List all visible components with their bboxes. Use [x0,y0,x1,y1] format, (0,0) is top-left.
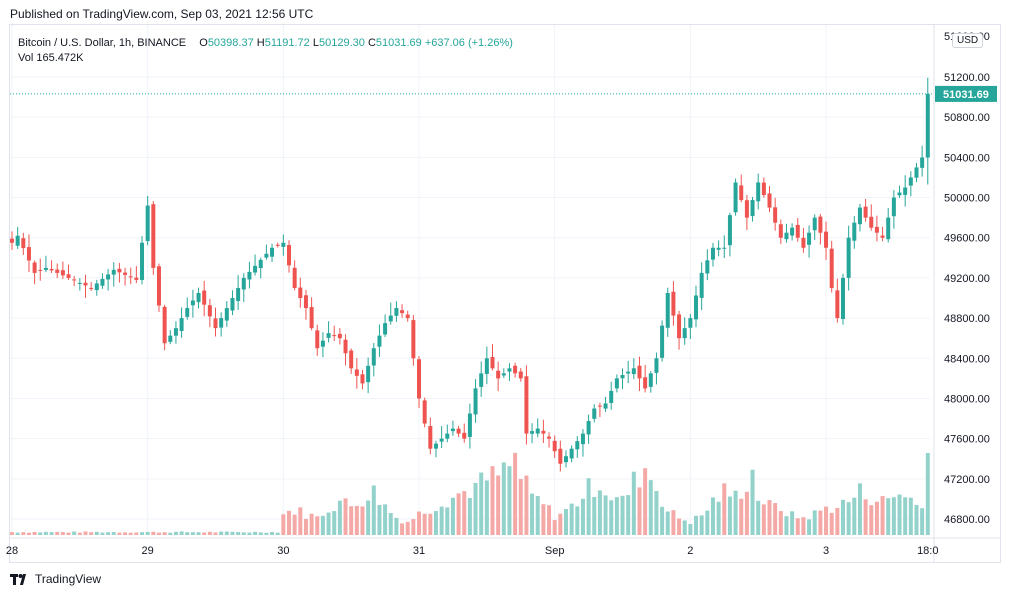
tradingview-logo-icon [10,573,26,585]
legend-open-label: O [199,37,208,49]
published-caption: Published on TradingView.com, Sep 03, 20… [10,7,314,21]
legend-low-label: L [312,37,319,49]
footer-brand[interactable]: TradingView [10,572,101,586]
brand-name: TradingView [35,572,102,586]
legend-change: +637.06 (+1.26%) [424,37,513,49]
legend-high: 51191.72 [264,37,310,49]
legend-low: 50129.30 [318,37,365,49]
volume-legend: Vol 165.472K [18,52,83,64]
legend-symbol: Bitcoin / U.S. Dollar, 1h, BINANCE [18,37,187,49]
legend: Bitcoin / U.S. Dollar, 1h, BINANCE O5039… [18,36,513,51]
volume-label: Vol [18,52,34,64]
legend-close: 51031.69 [375,37,422,49]
legend-open: 50398.37 [207,37,254,49]
currency-button[interactable]: USD [952,33,984,48]
legend-close-label: C [367,37,376,49]
volume-value: 165.472K [36,52,84,64]
chart-frame[interactable] [9,24,1001,563]
legend-high-label: H [256,37,265,49]
